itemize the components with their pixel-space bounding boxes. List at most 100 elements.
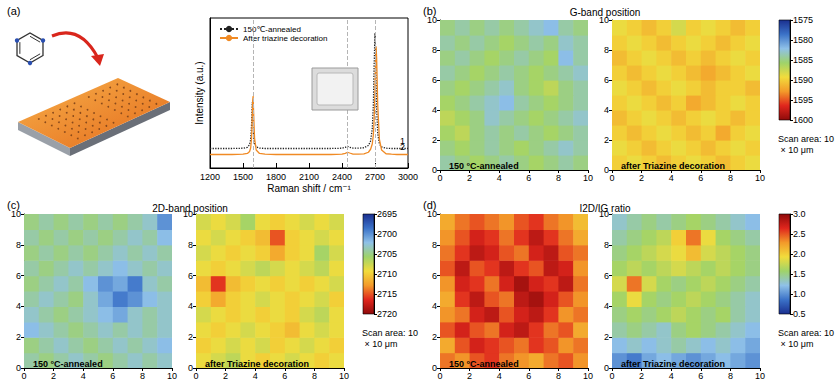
svg-text:6: 6 [526,173,531,183]
svg-text:8: 8 [16,240,21,250]
svg-text:8: 8 [556,371,561,381]
svg-text:2: 2 [432,135,437,145]
svg-text:6: 6 [698,371,703,381]
svg-text:2.0: 2.0 [793,249,806,259]
svg-text:2: 2 [432,332,437,342]
svg-text:8: 8 [432,240,437,250]
svg-text:4: 4 [432,105,437,115]
svg-text:8: 8 [556,173,561,183]
svg-text:4: 4 [81,371,86,381]
svg-text:0: 0 [437,371,442,381]
svg-text:2710: 2710 [377,269,397,279]
svg-text:after Triazine decoration: after Triazine decoration [621,161,725,171]
svg-text:× 10 μm: × 10 μm [362,339,397,349]
svg-text:2: 2 [604,135,609,145]
svg-text:1.0: 1.0 [793,289,806,299]
svg-text:after Triazine decoration: after Triazine decoration [621,359,725,369]
svg-text:10: 10 [755,173,765,183]
svg-text:2: 2 [639,173,644,183]
svg-text:10: 10 [167,371,177,381]
svg-text:3000: 3000 [398,172,418,182]
svg-text:150 °C-annealed: 150 °C-annealed [33,359,103,369]
svg-text:10: 10 [339,371,349,381]
svg-text:0: 0 [604,363,609,373]
svg-text:4: 4 [497,371,502,381]
svg-text:2: 2 [467,371,472,381]
svg-text:10: 10 [11,209,21,219]
svg-text:2700: 2700 [377,229,397,239]
svg-text:150 °C-annealed: 150 °C-annealed [449,161,519,171]
svg-text:2100: 2100 [299,172,319,182]
svg-text:0: 0 [437,173,442,183]
svg-text:2.5: 2.5 [793,229,806,239]
svg-text:0: 0 [609,371,614,381]
svg-text:0: 0 [604,165,609,175]
svg-text:6: 6 [604,271,609,281]
svg-text:(a): (a) [7,5,20,17]
svg-text:4: 4 [604,105,609,115]
svg-text:× 10 μm: × 10 μm [778,145,813,155]
svg-text:2400: 2400 [332,172,352,182]
svg-text:2: 2 [400,142,405,152]
svg-text:4: 4 [432,301,437,311]
svg-text:Raman shift / cm⁻¹: Raman shift / cm⁻¹ [267,183,351,194]
svg-text:1800: 1800 [266,172,286,182]
svg-text:6: 6 [432,75,437,85]
svg-text:6: 6 [526,371,531,381]
svg-text:1200: 1200 [200,172,220,182]
svg-text:10: 10 [427,209,437,219]
svg-text:4: 4 [669,371,674,381]
svg-text:8: 8 [604,45,609,55]
svg-text:3.0: 3.0 [793,209,806,219]
svg-text:2: 2 [51,371,56,381]
svg-text:2: 2 [223,371,228,381]
svg-text:2: 2 [188,332,193,342]
svg-text:(c): (c) [7,199,20,211]
svg-text:1590: 1590 [793,75,813,85]
svg-text:1575: 1575 [793,15,813,25]
svg-text:2: 2 [16,332,21,342]
svg-text:0: 0 [188,363,193,373]
svg-text:Scan area: 10: Scan area: 10 [778,328,834,338]
svg-text:8: 8 [432,45,437,55]
svg-text:2705: 2705 [377,249,397,259]
svg-text:4: 4 [669,173,674,183]
svg-text:(d): (d) [423,199,436,211]
svg-text:8: 8 [188,240,193,250]
svg-text:0: 0 [193,371,198,381]
svg-text:0: 0 [609,173,614,183]
svg-text:G-band position: G-band position [570,7,641,18]
svg-text:6: 6 [432,271,437,281]
svg-text:6: 6 [604,75,609,85]
svg-text:2D-band position: 2D-band position [152,203,228,214]
svg-text:10: 10 [583,173,593,183]
svg-text:6: 6 [282,371,287,381]
svg-text:1580: 1580 [793,35,813,45]
svg-text:8: 8 [140,371,145,381]
svg-text:I2D/IG ratio: I2D/IG ratio [579,203,631,214]
svg-text:10: 10 [427,15,437,25]
svg-text:after Triazine decoration: after Triazine decoration [205,359,309,369]
svg-text:Scan area: 10: Scan area: 10 [362,328,418,338]
svg-text:4: 4 [188,301,193,311]
svg-text:2695: 2695 [377,209,397,219]
svg-text:8: 8 [604,240,609,250]
svg-text:8: 8 [312,371,317,381]
svg-text:2: 2 [639,371,644,381]
svg-text:150℃-annealed: 150℃-annealed [243,25,301,34]
svg-text:10: 10 [583,371,593,381]
svg-text:6: 6 [16,271,21,281]
svg-text:(b): (b) [423,5,436,17]
svg-text:1500: 1500 [233,172,253,182]
svg-text:0: 0 [21,371,26,381]
svg-text:2700: 2700 [365,172,385,182]
svg-text:1585: 1585 [793,55,813,65]
svg-text:0: 0 [16,363,21,373]
svg-text:2720: 2720 [377,309,397,319]
svg-text:4: 4 [16,301,21,311]
svg-text:Intensity (a.u.): Intensity (a.u.) [194,61,205,124]
svg-text:150 °C-annealed: 150 °C-annealed [449,359,519,369]
svg-text:6: 6 [698,173,703,183]
svg-text:2715: 2715 [377,289,397,299]
svg-text:2: 2 [467,173,472,183]
